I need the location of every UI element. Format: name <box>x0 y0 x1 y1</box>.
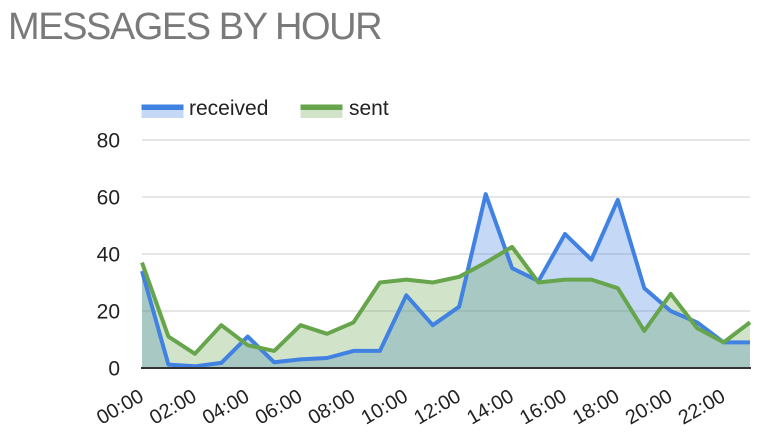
svg-text:60: 60 <box>97 187 120 210</box>
svg-text:MESSAGES BY HOUR: MESSAGES BY HOUR <box>8 6 381 48</box>
svg-text:sent: sent <box>349 97 389 120</box>
svg-text:0: 0 <box>108 358 120 381</box>
svg-text:20: 20 <box>97 301 120 324</box>
svg-text:80: 80 <box>97 130 120 153</box>
svg-text:received: received <box>189 97 268 120</box>
svg-text:40: 40 <box>97 244 120 267</box>
